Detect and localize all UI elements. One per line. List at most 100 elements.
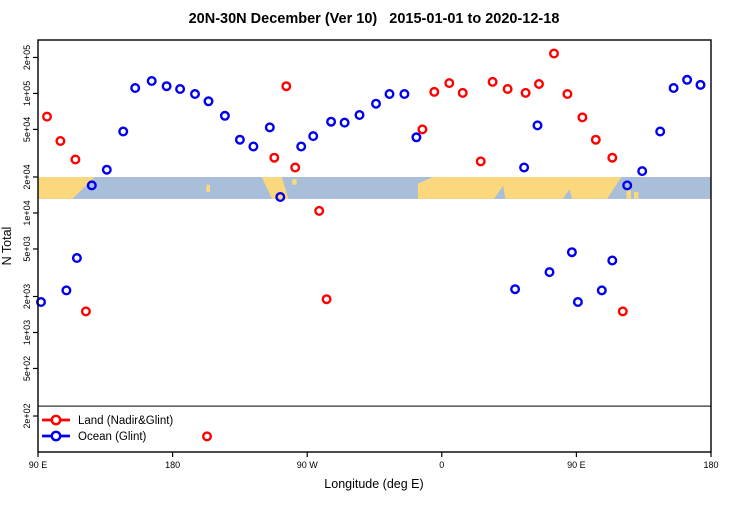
- data-point-ocean: [326, 116, 337, 127]
- data-point-land: [281, 81, 292, 92]
- axes: 90 E 180 90 W 0 90 E 180 2e+05 1e+05 5e+04 2e+04 1…: [22, 39, 719, 470]
- y-axis-label: N Total: [0, 227, 14, 266]
- plot-border: [37, 39, 712, 453]
- y-tick-label: 2e+02: [22, 403, 32, 428]
- data-points: [36, 48, 706, 442]
- legend-marker: [50, 430, 62, 442]
- map-land: [634, 191, 639, 199]
- data-point-ocean: [384, 88, 395, 99]
- x-tick-label: 90 E: [29, 460, 48, 470]
- legend-label: Land (Nadir&Glint): [78, 415, 173, 427]
- data-point-land: [590, 134, 601, 145]
- data-point-ocean: [572, 297, 583, 308]
- data-point-ocean: [411, 132, 422, 143]
- data-point-ocean: [71, 252, 82, 263]
- data-point-ocean: [519, 162, 530, 173]
- data-point-ocean: [130, 82, 141, 93]
- data-point-ocean: [219, 110, 230, 121]
- data-point-ocean: [189, 88, 200, 99]
- data-point-ocean: [682, 74, 693, 85]
- data-point-land: [562, 88, 573, 99]
- x-tick-label: 0: [439, 460, 444, 470]
- x-tick-label: 90 E: [567, 460, 586, 470]
- data-point-ocean: [655, 126, 666, 137]
- data-point-ocean: [146, 75, 157, 86]
- data-point-land: [429, 86, 440, 97]
- data-point-ocean: [308, 131, 319, 142]
- map-ocean-notch: [494, 185, 506, 199]
- data-point-ocean: [596, 285, 607, 296]
- data-point-ocean: [566, 247, 577, 258]
- data-point-land: [577, 112, 588, 123]
- data-point-land: [80, 306, 91, 317]
- data-point-land: [55, 135, 66, 146]
- map-land: [38, 177, 95, 199]
- data-point-land: [502, 83, 513, 94]
- data-point-ocean: [86, 180, 97, 191]
- map-land: [417, 177, 622, 199]
- data-point-ocean: [296, 141, 307, 152]
- map-land: [206, 184, 210, 192]
- data-point-land: [457, 87, 468, 98]
- data-point-ocean: [532, 120, 543, 131]
- data-point-ocean: [622, 180, 633, 191]
- data-point-ocean: [399, 88, 410, 99]
- data-point-land: [475, 156, 486, 167]
- data-point-ocean: [544, 267, 555, 278]
- data-point-land: [549, 48, 560, 59]
- x-axis-label: Longitude (deg E): [324, 477, 423, 491]
- data-point-ocean: [668, 82, 679, 93]
- data-point-land: [607, 152, 618, 163]
- x-tick-label: 180: [703, 460, 718, 470]
- data-point-land: [42, 111, 53, 122]
- data-point-land: [290, 162, 301, 173]
- data-point-land: [201, 431, 212, 442]
- y-tick-label: 2e+05: [22, 45, 32, 70]
- x-tick-label: 90 W: [297, 460, 319, 470]
- data-point-land: [444, 78, 455, 89]
- data-point-land: [417, 124, 428, 135]
- data-point-ocean: [607, 255, 618, 266]
- map-land: [626, 190, 631, 199]
- data-point-ocean: [339, 117, 350, 128]
- data-point-land: [617, 306, 628, 317]
- data-point-ocean: [118, 126, 129, 137]
- data-point-ocean: [36, 297, 47, 308]
- data-point-ocean: [695, 79, 706, 90]
- data-point-land: [70, 154, 81, 165]
- data-point-ocean: [264, 122, 275, 133]
- data-point-ocean: [175, 83, 186, 94]
- legend: Land (Nadir&Glint) Ocean (Glint): [42, 414, 173, 443]
- data-point-ocean: [371, 98, 382, 109]
- chart-title: 20N-30N December (Ver 10) 2015-01-01 to …: [189, 11, 560, 27]
- map-ocean-notch: [562, 189, 572, 199]
- y-tick-label: 5e+04: [22, 117, 32, 142]
- data-point-ocean: [161, 81, 172, 92]
- y-tick-label: 5e+03: [22, 236, 32, 261]
- data-point-land: [520, 87, 531, 98]
- data-point-ocean: [101, 164, 112, 175]
- data-point-ocean: [637, 166, 648, 177]
- data-point-land: [269, 152, 280, 163]
- legend-label: Ocean (Glint): [78, 431, 147, 443]
- data-point-ocean: [354, 109, 365, 120]
- y-tick-label: 1e+05: [22, 81, 32, 106]
- y-tick-label: 1e+04: [22, 200, 32, 225]
- y-tick-label: 2e+04: [22, 164, 32, 189]
- y-tick-label: 1e+03: [22, 320, 32, 345]
- data-point-ocean: [510, 284, 521, 295]
- map-land: [292, 179, 297, 185]
- data-point-ocean: [203, 96, 214, 107]
- y-tick-label: 2e+03: [22, 284, 32, 309]
- data-point-ocean: [234, 134, 245, 145]
- world-map-band: [38, 176, 711, 199]
- data-point-land: [314, 205, 325, 216]
- legend-marker: [50, 414, 62, 426]
- data-point-land: [487, 76, 498, 87]
- data-point-ocean: [275, 191, 286, 202]
- y-tick-label: 5e+02: [22, 356, 32, 381]
- x-tick-label: 180: [165, 460, 180, 470]
- data-point-land: [321, 294, 332, 305]
